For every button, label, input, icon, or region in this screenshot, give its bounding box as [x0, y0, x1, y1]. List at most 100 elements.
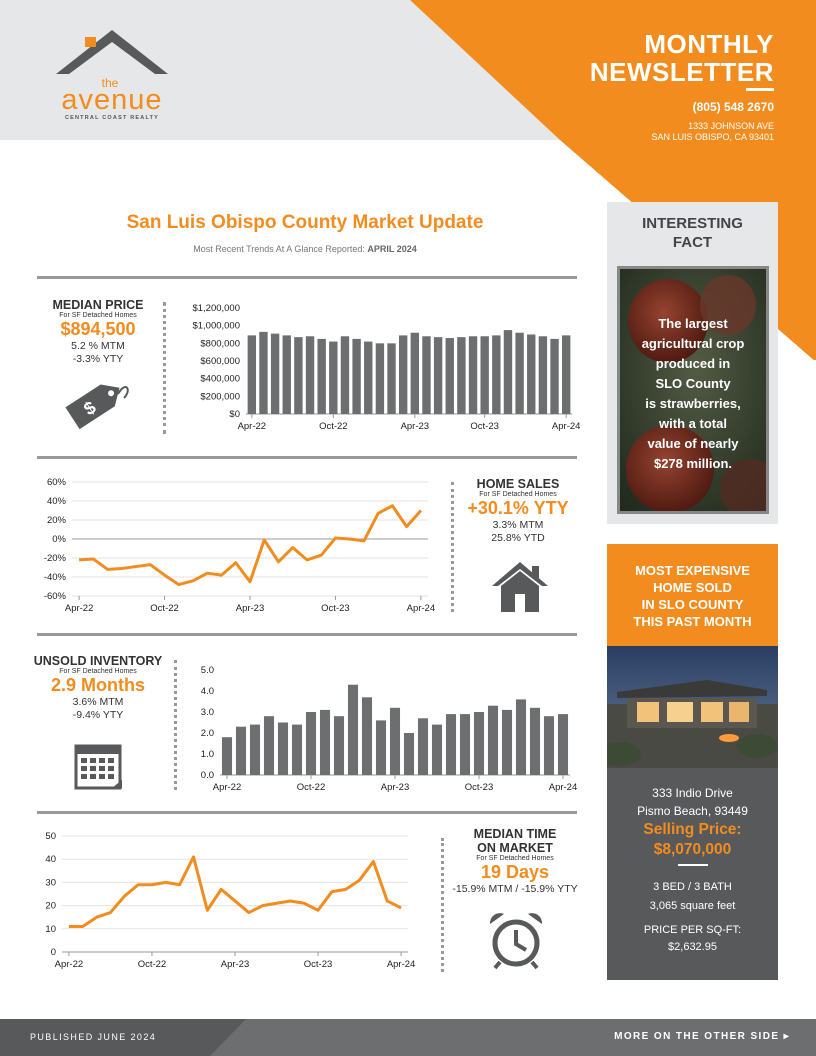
x-tick-label: Apr-23: [236, 603, 265, 614]
home-sales-value: +30.1% YTY: [467, 498, 569, 518]
bar: [529, 707, 541, 775]
dom-title: MEDIAN TIME ON MARKET: [473, 827, 557, 855]
bar: [270, 333, 280, 414]
median-price-panel: MEDIAN PRICE For SF Detached Homes $894,…: [40, 298, 156, 366]
y-tick-label: 0%: [52, 534, 66, 545]
x-tick-label: Oct-23: [321, 603, 350, 614]
bar: [433, 337, 443, 414]
bar: [468, 336, 478, 414]
section-divider: [37, 633, 577, 636]
x-tick-label: Oct-22: [319, 421, 348, 432]
bar: [487, 705, 499, 775]
logo-subtitle: CENTRAL COAST REALTY: [64, 115, 160, 121]
median-price-mtm: 5.2 % MTM: [71, 340, 125, 352]
home-address: 333 Indio Drive Pismo Beach, 93449: [637, 786, 748, 818]
y-tick-label: $200,000: [200, 391, 240, 402]
office-address: 1333 JOHNSON AVE SAN LUIS OBISPO, CA 934…: [651, 121, 774, 142]
price-per-sqft: PRICE PER SQ-FT: $2,632.95: [643, 924, 742, 953]
dom-panel: MEDIAN TIME ON MARKET For SF Detached Ho…: [450, 827, 580, 896]
x-tick-label: Oct-22: [138, 959, 167, 970]
y-tick-label: 2.0: [201, 728, 214, 739]
home-sales-chart: -60% -40% -20% 0% 20% 40% 60% Apr-22 Oct-22 Apr-2…: [44, 477, 436, 614]
home-specs: 3 BED / 3 BATH 3,065 square feet: [649, 881, 736, 912]
bar: [249, 724, 261, 775]
expensive-home-details: [607, 768, 778, 980]
published-date: PUBLISHED JUNE 2024: [30, 1032, 157, 1042]
bar: [459, 714, 471, 775]
y-tick-label: 0.0: [201, 770, 214, 781]
inventory-value: 2.9 Months: [50, 675, 145, 695]
inventory-chart: 0.0 1.0 2.0 3.0 4.0 5.0 Apr-22 Oct-22 Apr-23 Oct-…: [201, 665, 578, 793]
bar: [457, 337, 466, 414]
median-price-subtitle: For SF Detached Homes: [59, 312, 137, 319]
bar: [538, 336, 548, 414]
y-tick-label: 10: [45, 924, 56, 935]
x-tick-label: Apr-24: [387, 959, 416, 970]
y-tick-label: -60%: [44, 591, 67, 602]
bar: [561, 335, 571, 414]
logo-roof-icon: [56, 30, 168, 74]
inventory-title: UNSOLD INVENTORY: [33, 654, 163, 668]
home-photo: [607, 646, 778, 768]
house-icon: [492, 562, 548, 612]
x-tick-label: Apr-22: [213, 782, 242, 793]
x-tick-label: Apr-24: [549, 782, 578, 793]
x-tick-label: Apr-24: [407, 603, 436, 614]
bar: [333, 716, 345, 775]
inventory-subtitle: For SF Detached Homes: [59, 668, 137, 675]
y-tick-label: $800,000: [200, 338, 240, 349]
page-subtitle: Most Recent Trends At A Glance Reported:…: [193, 244, 417, 254]
bar: [492, 335, 501, 414]
median-price-chart: $0 $200,000 $400,000 $600,000 $800,000 $1,000…: [192, 303, 580, 432]
section-divider: [37, 456, 577, 459]
y-tick-label: $400,000: [200, 374, 240, 385]
bar: [417, 718, 429, 775]
bar: [235, 726, 247, 775]
bar: [340, 336, 350, 414]
bar: [501, 709, 513, 775]
fact-text: The largest agricultural crop produced i…: [641, 316, 745, 471]
section-divider: [37, 811, 577, 814]
bar: [364, 341, 373, 414]
phone-number[interactable]: (805) 548 2670: [692, 100, 774, 114]
page-title: San Luis Obispo County Market Update: [126, 212, 484, 233]
x-tick-label: Apr-22: [238, 421, 267, 432]
section-divider: [37, 276, 577, 279]
calendar-icon: [74, 744, 122, 790]
newsletter-divider: [746, 88, 774, 91]
bar: [543, 716, 555, 775]
y-tick-label: 40: [45, 854, 56, 865]
inventory-panel: UNSOLD INVENTORY For SF Detached Homes 2…: [26, 654, 170, 722]
y-tick-label: 20: [45, 901, 56, 912]
median-price-value: $894,500: [60, 319, 136, 339]
bar: [387, 343, 396, 414]
bar: [431, 724, 443, 775]
bar: [527, 334, 536, 414]
x-tick-label: Apr-23: [221, 959, 250, 970]
logo-the: the: [101, 76, 119, 90]
bar: [221, 737, 233, 775]
bar: [503, 330, 513, 414]
price-divider: [678, 864, 708, 866]
bar: [473, 712, 485, 775]
y-tick-label: 4.0: [201, 686, 214, 697]
strawberry-image: [617, 266, 769, 514]
footer-bar: [0, 1019, 816, 1056]
y-tick-label: 50: [45, 831, 56, 842]
bar: [389, 707, 401, 775]
bar: [375, 343, 385, 414]
website-link[interactable]: THEAVENUESLO.COM: [633, 153, 776, 165]
x-tick-label: Apr-24: [552, 421, 580, 432]
dom-subtitle: For SF Detached Homes: [476, 855, 554, 862]
bar: [263, 716, 275, 775]
bar: [515, 699, 527, 775]
bar: [352, 338, 361, 414]
bar: [403, 733, 415, 775]
bar: [445, 338, 454, 414]
y-tick-label: 40%: [47, 496, 67, 507]
home-sales-title: HOME SALES: [476, 477, 560, 491]
more-other-side-link[interactable]: MORE ON THE OTHER SIDE ▸: [614, 1031, 790, 1042]
home-sales-ytd: 25.8% YTD: [491, 532, 545, 544]
x-tick-label: Apr-23: [401, 421, 430, 432]
bar: [247, 335, 257, 414]
